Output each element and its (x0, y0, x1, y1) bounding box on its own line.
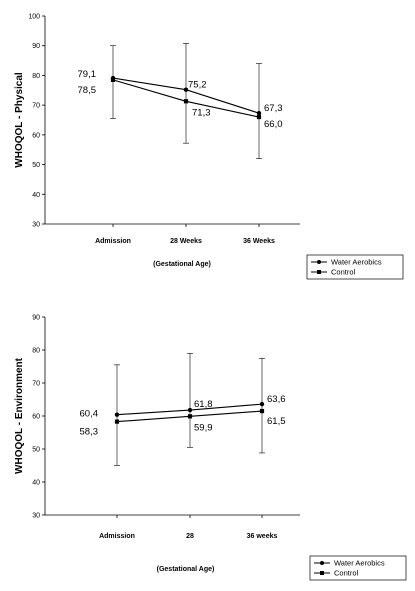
y-tick-label: 90 (32, 315, 40, 322)
data-label: 75,2 (188, 80, 207, 91)
x-axis-label: (Gestational Age) (153, 261, 211, 268)
y-axis-label: WHOQOL - Environment (14, 357, 25, 474)
legend-label: Water Aerobics (331, 258, 382, 267)
data-point (187, 414, 193, 419)
data-label: 61,5 (267, 416, 286, 427)
x-tick-label: 36 Weeks (243, 238, 275, 245)
y-tick-label: 70 (32, 381, 40, 388)
x-tick-label: 28 (186, 533, 194, 540)
y-tick-label: 40 (32, 192, 40, 199)
data-label: 66,0 (264, 119, 283, 130)
legend-label: Water Aerobics (334, 559, 385, 568)
x-tick-label: 28 Weeks (170, 238, 202, 245)
x-tick-label: 36 weeks (247, 533, 278, 540)
y-tick-label: 40 (32, 480, 40, 487)
data-point (114, 412, 120, 417)
data-label: 63,6 (267, 394, 286, 405)
legend-label: Control (331, 268, 356, 277)
legend-box (306, 254, 404, 280)
data-point (110, 77, 116, 82)
legend-box (309, 555, 407, 581)
data-point (256, 114, 262, 120)
x-tick-label: Admission (95, 238, 131, 245)
x-axis-label: (Gestational Age) (157, 566, 215, 573)
data-point (187, 407, 193, 413)
data-point (183, 99, 189, 104)
data-point (259, 408, 265, 414)
data-label: 67,3 (264, 103, 283, 114)
data-label: 71,3 (192, 107, 211, 118)
legend-marker (320, 561, 324, 565)
y-tick-label: 70 (32, 103, 40, 110)
legend-marker (317, 270, 321, 274)
y-tick-label: 30 (32, 513, 40, 520)
chart-1: 30 40 50 60 70 80 90 100 Admission 28 Weeks 36 Wee… (14, 14, 404, 280)
y-tick-label: 60 (32, 414, 40, 421)
y-tick-label: 100 (28, 14, 40, 21)
y-tick-label: 90 (32, 43, 40, 50)
chart-2: 30 40 50 60 70 80 90 Admission 28 36 weeks (Gestat… (14, 315, 407, 581)
y-tick-label: 80 (32, 348, 40, 355)
y-tick-label: 50 (32, 447, 40, 454)
legend-marker (320, 571, 324, 575)
data-point (114, 419, 120, 424)
legend-label: Control (334, 569, 359, 578)
data-label: 58,3 (80, 427, 99, 438)
data-label: 61,8 (194, 399, 213, 410)
data-label: 79,1 (78, 69, 97, 80)
y-axis-label: WHOQOL - Physical (14, 72, 25, 168)
data-label: 59,9 (194, 422, 213, 433)
data-point (259, 401, 265, 407)
data-point (256, 110, 262, 116)
legend-marker (317, 260, 321, 264)
data-point (183, 87, 189, 92)
data-label: 60,4 (80, 409, 99, 420)
y-tick-label: 30 (32, 222, 40, 229)
data-label: 78,5 (78, 85, 97, 96)
x-tick-label: Admission (99, 533, 135, 540)
y-tick-label: 60 (32, 132, 40, 139)
y-tick-label: 50 (32, 162, 40, 169)
y-tick-label: 80 (32, 73, 40, 80)
